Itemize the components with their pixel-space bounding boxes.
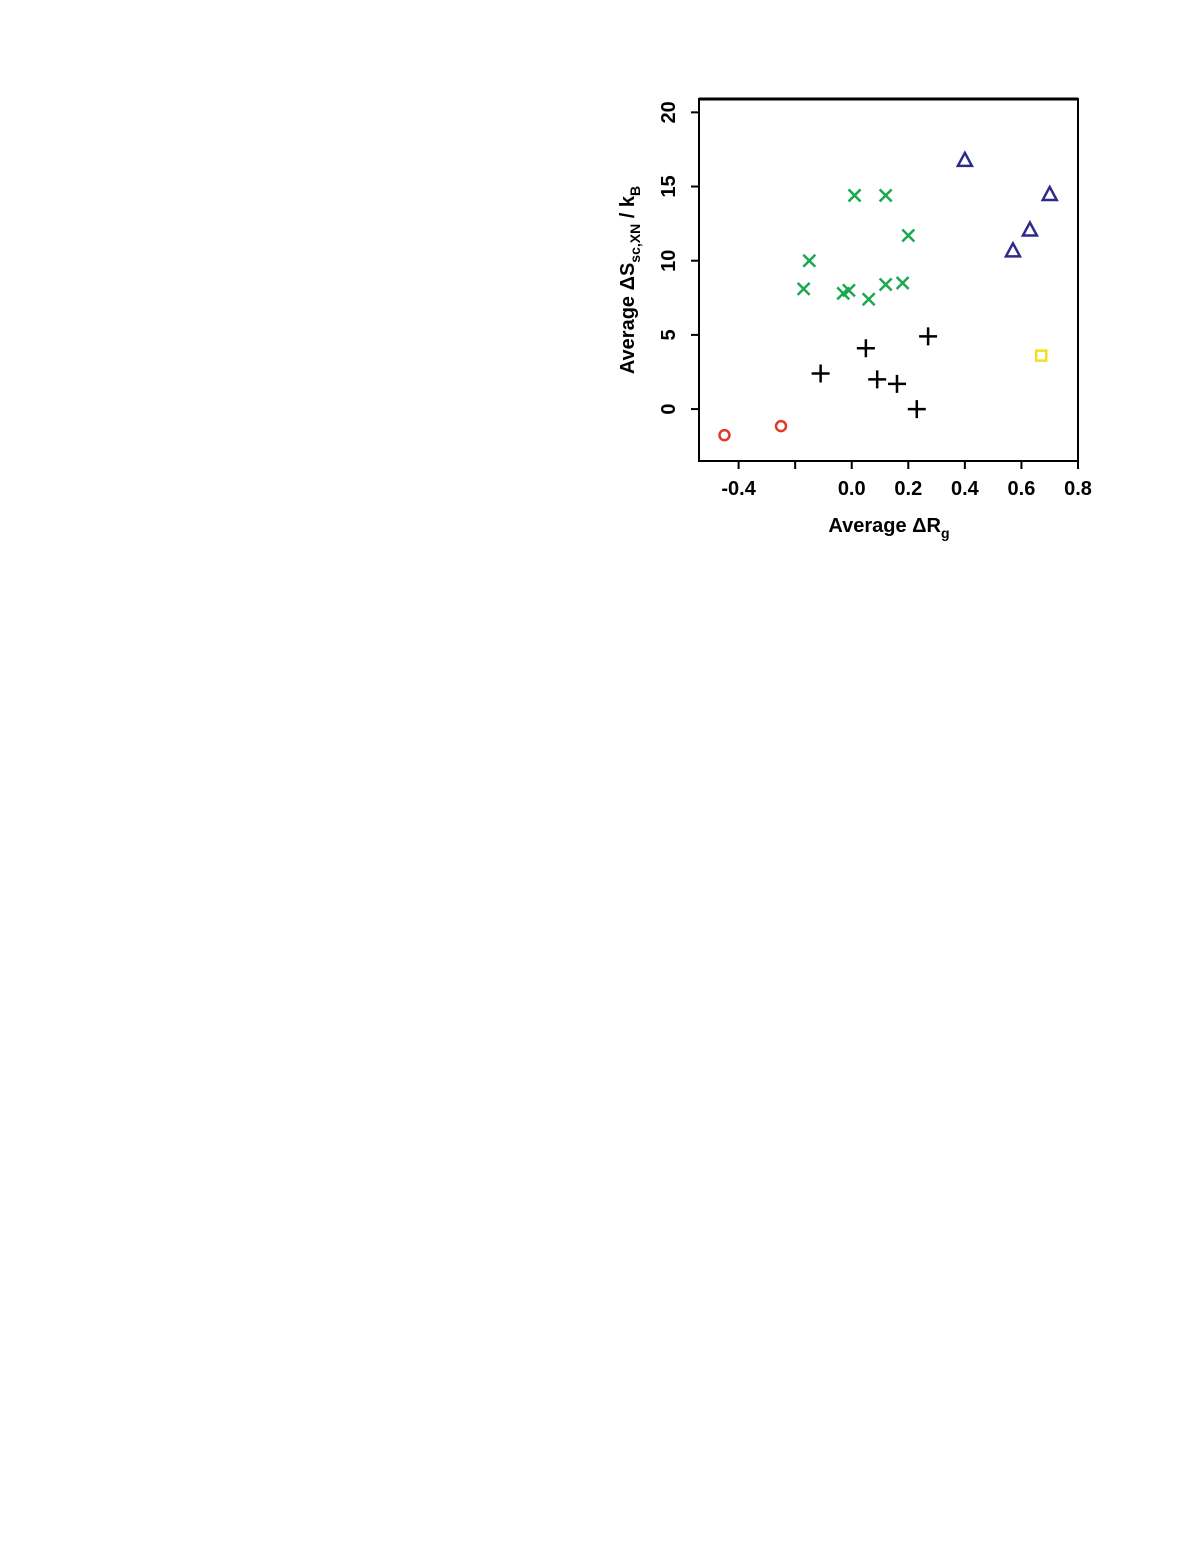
x-axis-label: Average ΔRg <box>828 515 949 541</box>
x-tick-label: 0.4 <box>951 478 980 500</box>
point <box>1003 240 1023 258</box>
point <box>842 283 856 298</box>
x-tick-label: 0.6 <box>1008 478 1036 500</box>
y-tick-label: 0 <box>658 404 680 415</box>
x-tick-label: -0.4 <box>721 478 756 500</box>
point <box>955 150 974 168</box>
point <box>718 429 731 442</box>
y-label-mid: / k <box>617 195 639 224</box>
y-label-sub2: B <box>627 186 643 196</box>
y-tick-label: 15 <box>658 175 680 197</box>
point <box>907 400 926 419</box>
point <box>847 188 862 203</box>
point <box>802 253 817 268</box>
x-tick-label: 0.8 <box>1064 478 1092 500</box>
point <box>1040 184 1059 202</box>
y-label-sub: sc,XN <box>627 224 643 263</box>
point <box>919 327 938 346</box>
y-label-main: Average ΔS <box>617 263 639 374</box>
y-tick-label: 5 <box>658 329 680 340</box>
point <box>887 374 906 393</box>
point <box>861 292 876 307</box>
y-axis-label: Average ΔSsc,XN / kB <box>617 186 643 374</box>
point <box>878 277 893 292</box>
y-tick-label: 10 <box>658 250 680 272</box>
point <box>774 419 788 433</box>
x-label-main: Average ΔR <box>828 515 941 537</box>
point <box>1034 349 1048 362</box>
x-tick-label: 0.0 <box>838 478 866 500</box>
x-tick-label: 0.2 <box>894 478 922 500</box>
point <box>895 276 910 290</box>
point <box>868 370 887 389</box>
point <box>856 339 875 358</box>
point <box>1020 219 1040 237</box>
point <box>878 188 893 203</box>
x-label-sub: g <box>941 525 950 541</box>
point <box>901 228 916 243</box>
y-tick-label: 20 <box>658 101 680 123</box>
point <box>796 282 811 296</box>
point <box>811 364 830 383</box>
